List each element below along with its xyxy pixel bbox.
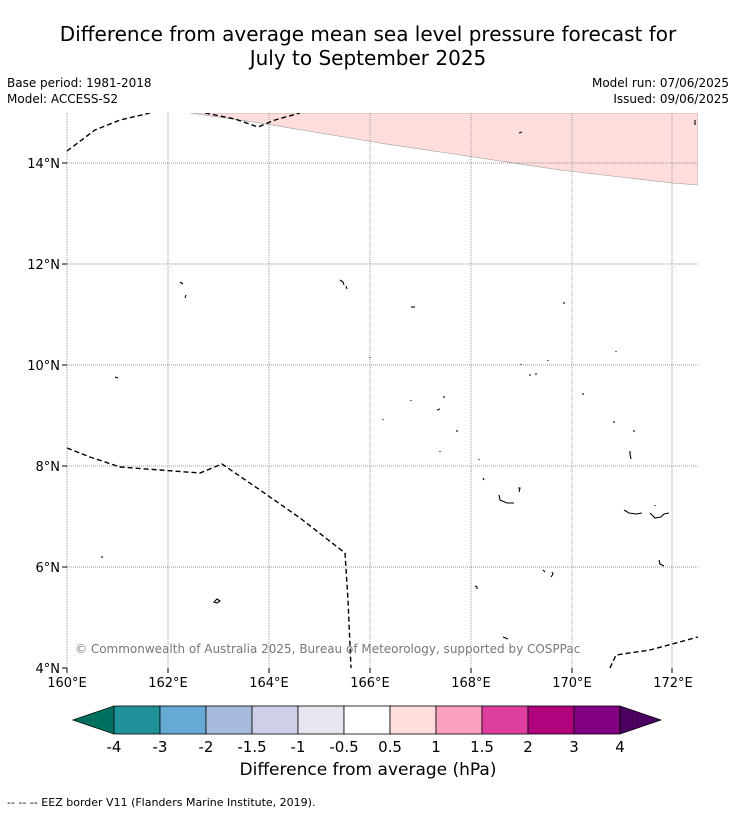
colorbar-swatch — [435, 705, 483, 735]
lon-label: 168°E — [451, 676, 491, 691]
pressure-anomaly-area — [189, 113, 698, 186]
colorbar-swatch — [205, 705, 253, 735]
colorbar-tick-label: 4 — [615, 738, 625, 756]
islands — [101, 120, 696, 640]
gridlines — [66, 113, 698, 668]
colorbar-swatch — [481, 705, 529, 735]
colorbar-swatch — [389, 705, 437, 735]
lon-label: 170°E — [552, 676, 592, 691]
colorbar-arrow-min — [71, 705, 115, 735]
lon-label: 166°E — [350, 676, 390, 691]
base-period: Base period: 1981-2018 — [7, 76, 152, 90]
longitude-labels: 160°E 162°E 164°E 166°E 168°E 170°E 172°… — [47, 676, 693, 691]
latitude-labels: 14°N 12°N 10°N 8°N 6°N 4°N — [27, 157, 60, 677]
colorbar-title: Difference from average (hPa) — [239, 760, 497, 780]
issued-date: Issued: 09/06/2025 — [613, 92, 729, 106]
lat-label: 10°N — [27, 359, 60, 374]
lon-label: 172°E — [653, 676, 693, 691]
colorbar-swatch — [297, 705, 345, 735]
colorbar-tick-label: -4 — [107, 738, 122, 756]
colorbar-swatch — [159, 705, 207, 735]
colorbar-swatch — [251, 705, 299, 735]
colorbar-tick-label: 1.5 — [470, 738, 494, 756]
lat-label: 4°N — [36, 662, 61, 677]
colorbar-tick-label: 3 — [569, 738, 579, 756]
lat-label: 6°N — [36, 561, 61, 576]
colorbar-tick-label: -3 — [153, 738, 168, 756]
map-title: Difference from average mean sea level p… — [0, 22, 736, 70]
colorbar-tick-label: -2 — [199, 738, 214, 756]
model-run: Model run: 07/06/2025 — [591, 76, 729, 90]
eez-legend-note: -- -- -- EEZ border V11 (Flanders Marine… — [7, 796, 316, 809]
colorbar-arrow-max — [619, 705, 663, 735]
eez-borders — [67, 113, 698, 668]
lat-label: 8°N — [36, 460, 61, 475]
colorbar-tick-label: 2 — [523, 738, 533, 756]
lon-label: 160°E — [47, 676, 87, 691]
lon-label: 162°E — [148, 676, 188, 691]
colorbar-swatch — [343, 705, 391, 735]
colorbar-swatch — [113, 705, 161, 735]
map-frame — [67, 113, 698, 668]
axis-ticks — [62, 162, 673, 673]
colorbar-tick-label: -1 — [291, 738, 306, 756]
meta-right: Model run: 07/06/2025 Issued: 09/06/2025 — [592, 75, 729, 107]
lat-label: 14°N — [27, 157, 60, 172]
colorbar-tick-label: -0.5 — [329, 738, 358, 756]
colorbar: -4 -3 -2 -1.5 -1 -0.5 0.5 1 1.5 2 3 4 — [71, 705, 663, 756]
colorbar-tick-label: 0.5 — [378, 738, 402, 756]
lon-label: 164°E — [249, 676, 289, 691]
colorbar-tick-label: 1 — [431, 738, 441, 756]
meta-left: Base period: 1981-2018 Model: ACCESS-S2 — [7, 75, 152, 107]
copyright-notice: © Commonwealth of Australia 2025, Bureau… — [75, 642, 580, 656]
title-line-2: July to September 2025 — [249, 46, 487, 70]
title-line-1: Difference from average mean sea level p… — [59, 22, 677, 46]
lat-label: 12°N — [27, 258, 60, 273]
colorbar-swatch — [573, 705, 621, 735]
model-name: Model: ACCESS-S2 — [7, 92, 119, 106]
colorbar-tick-label: -1.5 — [237, 738, 266, 756]
colorbar-swatch — [527, 705, 575, 735]
